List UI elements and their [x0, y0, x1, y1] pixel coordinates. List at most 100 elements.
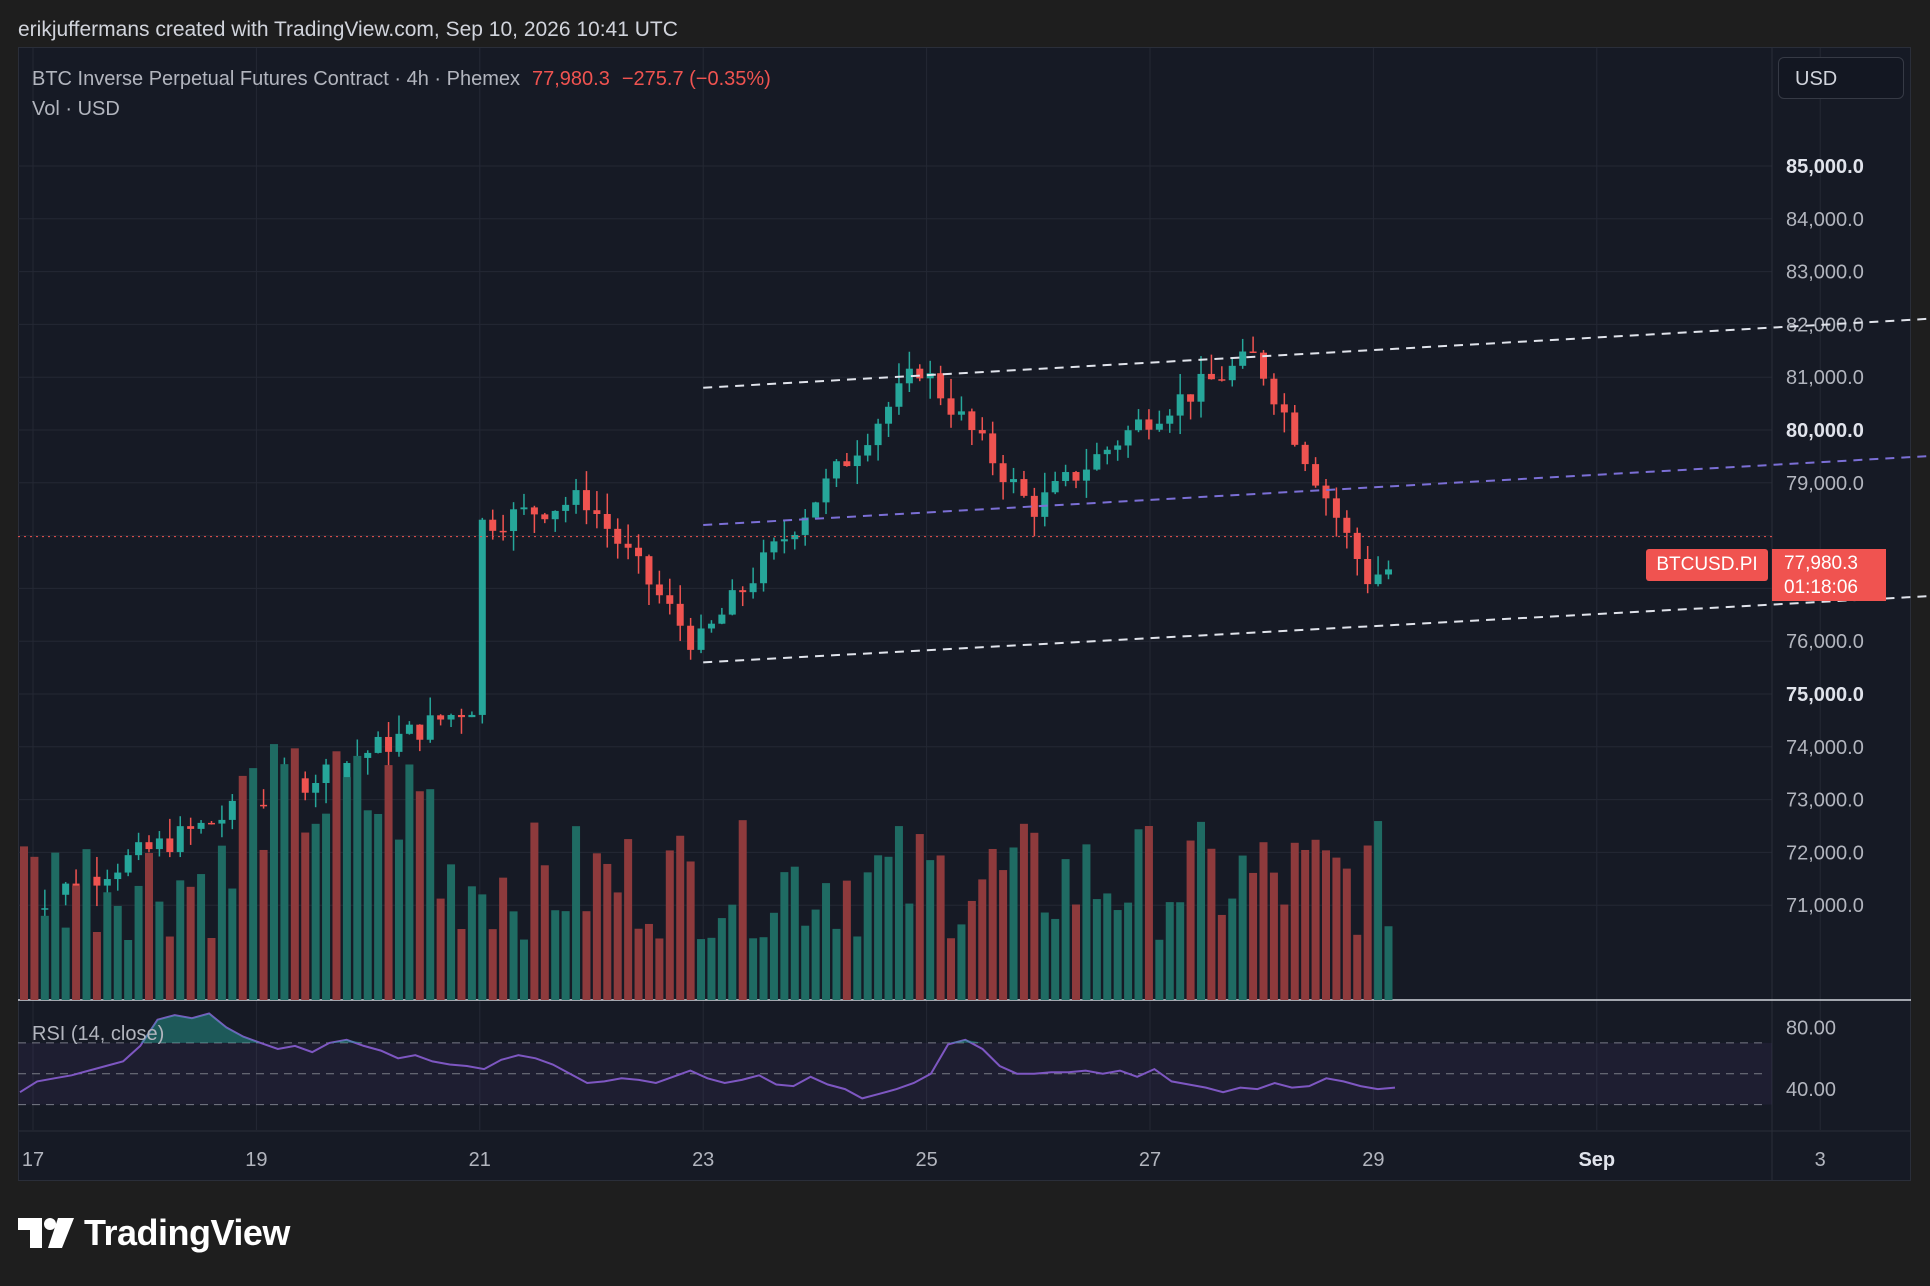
candle-body: [739, 590, 747, 593]
candle-body: [416, 724, 424, 740]
volume-bar: [655, 938, 664, 1000]
volume-bar: [488, 929, 497, 1000]
candle-body: [718, 614, 726, 624]
volume-bar: [644, 923, 653, 1000]
volume-bar: [478, 894, 487, 1000]
candle-body: [905, 368, 913, 384]
candle-body: [1207, 373, 1215, 380]
time-axis-label: 19: [245, 1149, 267, 1171]
candle-body: [812, 502, 820, 518]
candle-body: [405, 724, 413, 734]
volume-bar: [1280, 904, 1289, 1000]
volume-bar: [353, 755, 362, 1000]
volume-bar: [1051, 918, 1060, 1000]
candle-body: [489, 519, 497, 531]
price-axis-label: 71,000.0: [1786, 895, 1864, 917]
volume-bar: [249, 768, 258, 1000]
volume-bar: [780, 872, 789, 1000]
volume-bar: [40, 915, 49, 1000]
volume-bar: [186, 886, 195, 1000]
volume-group: [20, 744, 1393, 1000]
candle-body: [1332, 498, 1340, 518]
volume-bar: [749, 938, 758, 1000]
candle-body: [603, 513, 611, 529]
price-axis-label: 79,000.0: [1786, 473, 1864, 495]
volume-bar: [280, 764, 289, 1000]
volume-bar: [1238, 855, 1247, 1000]
candle-body: [1312, 464, 1320, 486]
candle-body: [822, 478, 830, 503]
candle-body: [93, 876, 101, 886]
volume-bar: [822, 883, 831, 1000]
candle-body: [1051, 481, 1059, 493]
volume-bar: [759, 937, 768, 1000]
candle-body: [937, 373, 945, 399]
channel-upper-line: [703, 317, 1930, 389]
volume-bar: [1217, 914, 1226, 1000]
candle-body: [1166, 415, 1174, 424]
candle-body: [62, 883, 70, 895]
candle-body: [1187, 394, 1195, 402]
symbol-description[interactable]: BTC Inverse Perpetual Futures Contract ·…: [32, 67, 520, 90]
volume-bar: [197, 874, 206, 1000]
volume-bar: [311, 823, 320, 1000]
rsi-line: [19, 1012, 1396, 1100]
volume-bar: [61, 927, 70, 1000]
candle-body: [437, 715, 445, 720]
volume-bar: [1092, 899, 1101, 1000]
volume-bar: [905, 903, 914, 1000]
volume-bar: [509, 911, 518, 1000]
volume-bar: [832, 928, 841, 1000]
volume-bar: [269, 744, 278, 1000]
volume-bar: [572, 826, 581, 1000]
time-axis-label: 23: [692, 1149, 714, 1171]
volume-bar: [1186, 840, 1195, 1000]
volume-bar: [634, 928, 643, 1000]
price-axis-label: 83,000.0: [1786, 262, 1864, 284]
candle-body: [843, 461, 851, 467]
candle-body: [374, 736, 382, 753]
symbol-price-label: BTCUSD.PI: [1646, 549, 1768, 581]
candle-body: [135, 842, 143, 856]
candle-body: [968, 411, 976, 431]
volume-indicator-label[interactable]: Vol · USD: [32, 97, 120, 120]
candle-body: [1062, 472, 1070, 482]
candle-body: [1030, 495, 1038, 517]
candle-body: [645, 556, 653, 585]
time-axis-label: 29: [1362, 1149, 1384, 1171]
candle-body: [1135, 419, 1143, 431]
volume-bar: [894, 826, 903, 1000]
volume-bar: [624, 839, 633, 1000]
price-axis-label: 73,000.0: [1786, 790, 1864, 812]
candle-body: [447, 714, 455, 720]
candle-body: [1280, 404, 1288, 413]
candle-body: [895, 383, 903, 407]
volume-bar: [1301, 849, 1310, 1000]
candle-body: [541, 514, 549, 520]
candle-body: [957, 411, 965, 415]
currency-button[interactable]: USD: [1778, 57, 1904, 99]
candle-body: [1072, 472, 1080, 481]
candle-body: [478, 519, 486, 715]
price-axis-label: 81,000.0: [1786, 367, 1864, 389]
volume-bar: [915, 834, 924, 1000]
candle-body: [989, 433, 997, 464]
volume-bar: [613, 892, 622, 1000]
volume-bar: [1144, 826, 1153, 1000]
candle-body: [832, 461, 840, 479]
price-axis-label: 85,000.0: [1786, 156, 1864, 178]
candle-body: [1020, 479, 1028, 496]
volume-bar: [30, 856, 39, 1000]
volume-bar: [447, 864, 456, 1000]
candle-body: [1384, 569, 1392, 575]
volume-bar: [155, 901, 164, 1000]
volume-bar: [592, 853, 601, 1000]
candle-body: [499, 530, 507, 533]
price-axis-label: 75,000.0: [1786, 684, 1864, 706]
candle-body: [343, 763, 351, 780]
tradingview-logo[interactable]: TradingView: [18, 1212, 290, 1254]
tradingview-mark-icon: [18, 1218, 74, 1248]
rsi-axis-label: 80.00: [1786, 1017, 1836, 1039]
candle-body: [593, 510, 601, 514]
